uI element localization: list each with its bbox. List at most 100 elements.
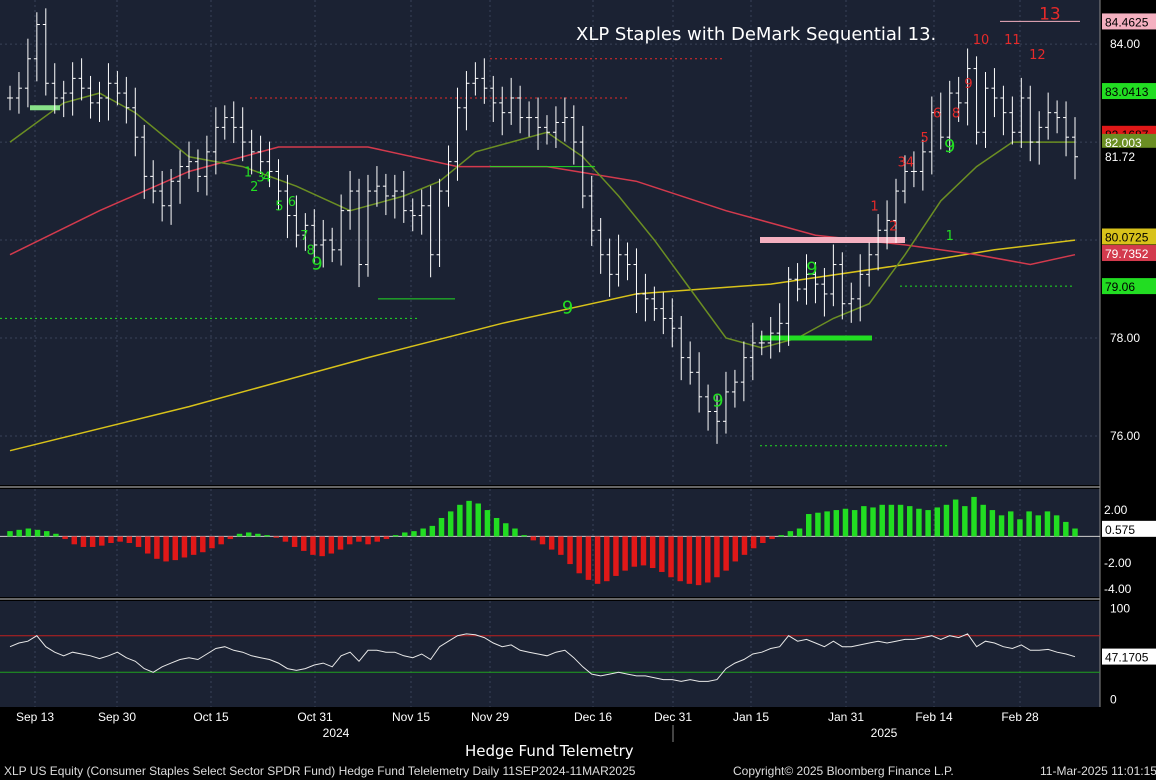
macd-bar bbox=[126, 536, 133, 543]
ohlc-bar bbox=[78, 58, 85, 101]
sequential-count-label: 4 bbox=[263, 170, 271, 185]
sequential-count-label: 11 bbox=[1004, 33, 1021, 48]
price-tag: 83.0413 bbox=[1102, 83, 1156, 100]
macd-bar bbox=[677, 536, 683, 582]
rsi-tick-label: 0 bbox=[1110, 693, 1117, 707]
macd-bar bbox=[310, 536, 316, 555]
ohlc-bar bbox=[928, 96, 935, 175]
sequential-count-label: 13 bbox=[1039, 5, 1061, 25]
ohlc-bar bbox=[696, 352, 703, 413]
ohlc-bar bbox=[651, 286, 658, 321]
macd-bar bbox=[512, 528, 518, 537]
ohlc-bar bbox=[373, 166, 380, 207]
ohlc-bar bbox=[266, 141, 273, 188]
x-tick-label: Nov 15 bbox=[392, 710, 430, 724]
axis-strip-bg bbox=[1100, 0, 1156, 707]
macd-bar bbox=[521, 535, 527, 537]
ohlc-bar bbox=[436, 178, 443, 267]
macd-bar bbox=[365, 536, 371, 545]
ohlc-bar bbox=[194, 149, 201, 193]
ohlc-bar bbox=[642, 273, 649, 322]
indicator-tag-label: 47.1705 bbox=[1105, 651, 1149, 665]
macd-bar bbox=[796, 528, 803, 537]
macd-bar bbox=[907, 506, 913, 537]
macd-bar bbox=[943, 504, 950, 537]
sequential-count-label: 12 bbox=[1029, 48, 1046, 63]
macd-bar bbox=[1008, 511, 1014, 537]
macd-bar bbox=[346, 536, 353, 545]
ohlc-bar bbox=[364, 174, 371, 277]
ohlc-bar bbox=[284, 174, 291, 239]
macd-bar bbox=[1035, 515, 1042, 537]
macd-bar bbox=[989, 510, 996, 537]
sequential-count-label: 1 bbox=[244, 165, 252, 180]
macd-bar bbox=[897, 504, 904, 537]
sequential-count-label: 34 bbox=[898, 156, 915, 171]
ohlc-bar bbox=[570, 105, 577, 165]
ohlc-bar bbox=[552, 106, 559, 148]
macd-bar bbox=[475, 503, 481, 537]
macd-bar bbox=[613, 536, 619, 576]
ohlc-bar bbox=[114, 71, 121, 106]
macd-bar bbox=[457, 504, 463, 537]
ohlc-bar bbox=[311, 209, 318, 265]
ohlc-bar bbox=[955, 76, 962, 122]
ohlc-bar bbox=[884, 200, 891, 250]
macd-bar bbox=[62, 536, 68, 540]
macd-bar bbox=[888, 504, 895, 537]
ohlc-bar bbox=[7, 85, 13, 111]
ohlc-bar bbox=[409, 198, 416, 232]
macd-bar bbox=[71, 536, 77, 545]
macd-bar bbox=[135, 536, 142, 547]
price-tag: 82.003 bbox=[1102, 133, 1156, 150]
macd-bar bbox=[1072, 528, 1078, 537]
price-tag-box bbox=[1102, 245, 1156, 262]
rsi-line bbox=[0, 633, 1100, 682]
ohlc-bar bbox=[543, 115, 550, 145]
macd-bar bbox=[80, 536, 87, 547]
ohlc-bar bbox=[749, 322, 756, 381]
price-tag-label: 84.4625 bbox=[1105, 15, 1149, 29]
ohlc-bar bbox=[517, 85, 524, 134]
price-tick-label: 78.00 bbox=[1110, 331, 1140, 345]
x-tick-label: Feb 28 bbox=[1001, 710, 1039, 724]
ohlc-bar bbox=[910, 151, 917, 188]
ohlc-bar bbox=[60, 80, 67, 118]
macd-bar bbox=[1053, 515, 1060, 537]
macd-bar bbox=[1017, 519, 1023, 537]
macd-bar bbox=[89, 536, 96, 547]
price-tick-label: 76.00 bbox=[1110, 429, 1140, 443]
macd-bar bbox=[576, 536, 582, 574]
price-tag-label: 80.0725 bbox=[1105, 230, 1149, 244]
x-tick-label: Jan 31 bbox=[828, 710, 864, 724]
sequential-count-label: 6 bbox=[288, 195, 296, 210]
ohlc-bar bbox=[293, 195, 300, 248]
ohlc-bar bbox=[606, 238, 613, 297]
macd-bar bbox=[200, 536, 206, 553]
rsi-line bbox=[9, 633, 1076, 682]
ohlc-bar bbox=[1054, 100, 1061, 134]
ohlc-bar bbox=[839, 252, 846, 320]
ohlc-bar bbox=[579, 125, 586, 209]
macd-bar bbox=[980, 504, 986, 537]
macd-bar bbox=[144, 536, 151, 554]
ohlc-bar bbox=[991, 68, 998, 118]
ohlc-bar bbox=[731, 369, 738, 408]
ohlc-bar bbox=[794, 263, 801, 302]
ohlc-bar bbox=[42, 8, 49, 96]
ohlc-bar bbox=[302, 213, 309, 251]
rsi-tick-label: 100 bbox=[1110, 601, 1130, 615]
macd-bar bbox=[264, 535, 270, 537]
macd-bar bbox=[429, 525, 436, 537]
ohlc-bar bbox=[624, 242, 631, 281]
macd-bar bbox=[861, 506, 867, 537]
macd-bar bbox=[962, 506, 968, 537]
ohlc-bar bbox=[1009, 96, 1016, 145]
macd-bar bbox=[402, 532, 408, 537]
footer-timestamp: 11-Mar-2025 11:01:15 bbox=[1040, 764, 1156, 778]
ohlc-bar bbox=[1063, 101, 1070, 157]
macd-bar bbox=[925, 510, 931, 537]
price-tag-box bbox=[1102, 13, 1156, 30]
ohlc-bar bbox=[705, 384, 712, 431]
ohlc-bar bbox=[177, 150, 184, 204]
